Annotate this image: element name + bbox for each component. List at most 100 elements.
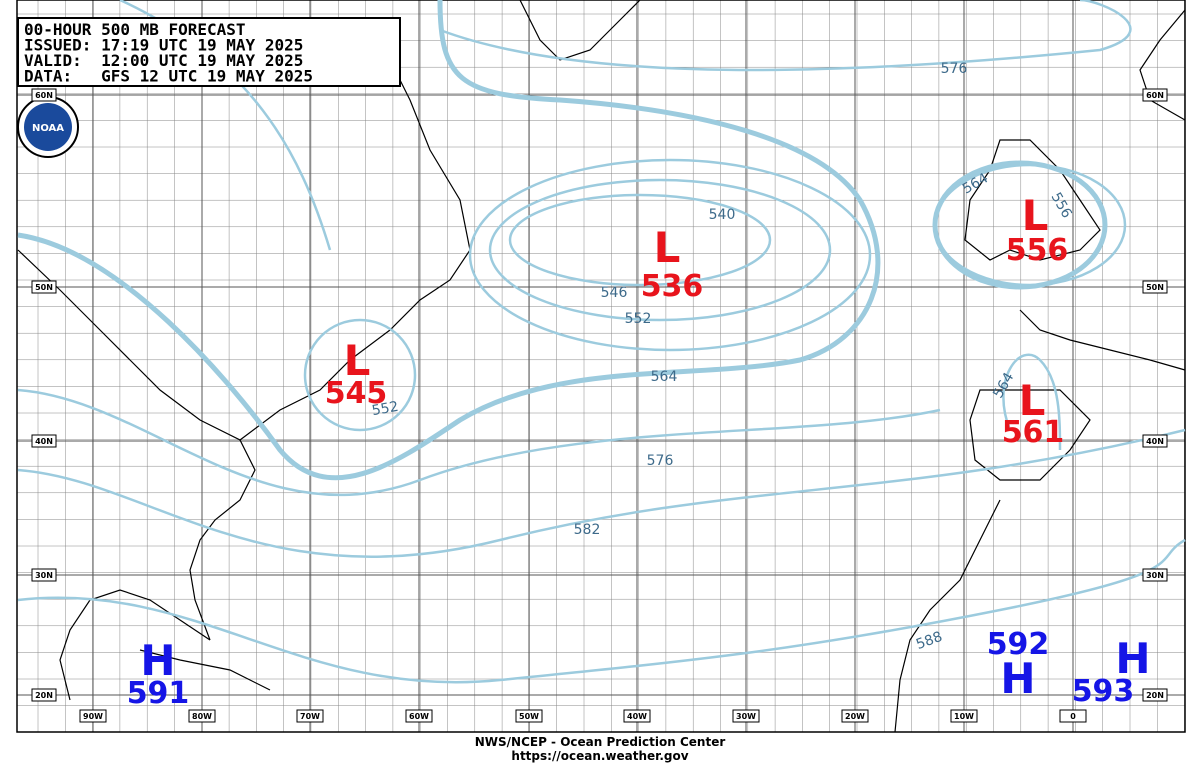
contour-label: 552: [625, 311, 652, 327]
label-box: [1142, 434, 1168, 448]
center-value: 556: [1006, 233, 1069, 268]
labels: 60N 60N 50N 50N 40N 40N 30N 30N 20N 20N 90W 80W 70W 6…: [31, 61, 1168, 723]
label-box: [1142, 688, 1168, 702]
center-value: 592: [987, 627, 1050, 662]
lat-label: 20N: [1146, 691, 1164, 700]
contour: [468, 158, 872, 352]
header-line: VALID: 12:00 UTC 19 MAY 2025: [24, 51, 303, 70]
lat-label: 50N: [35, 283, 53, 292]
center-letter: H: [140, 636, 175, 685]
contour: [1002, 353, 1062, 451]
contour: [17, 388, 941, 497]
coast-france: [1019, 309, 1186, 371]
label-box: [1142, 280, 1168, 294]
coast-iberia: [969, 389, 1091, 481]
coast-greenland: [519, 0, 641, 61]
coast-africa: [894, 499, 1001, 733]
lat-label: 40N: [35, 437, 53, 446]
contour-label: 582: [574, 522, 601, 538]
lon-label: 70W: [300, 712, 320, 721]
lat-label: 30N: [1146, 571, 1164, 580]
lat-label: 60N: [1146, 91, 1164, 100]
lat-label: 40N: [1146, 437, 1164, 446]
label-box: [623, 709, 651, 723]
center-letter: L: [344, 336, 371, 385]
label-box: [405, 709, 433, 723]
lon-label: 50W: [519, 712, 539, 721]
label-box: [188, 709, 216, 723]
logo-text: NOAA: [32, 123, 64, 134]
label-box: [31, 280, 57, 294]
contour: [488, 178, 832, 322]
contour-label: 564: [651, 369, 678, 385]
lon-label: 0: [1070, 712, 1076, 721]
center-letter: L: [654, 223, 681, 272]
contours-thick: [17, 0, 1108, 481]
center-letter: L: [1022, 191, 1049, 240]
contour: [508, 193, 772, 287]
center-value: 561: [1002, 415, 1065, 450]
lon-label: 90W: [83, 712, 103, 721]
footer-line: https://ocean.weather.gov: [511, 749, 688, 763]
center-value: 593: [1072, 674, 1135, 709]
contour-major: [932, 160, 1108, 290]
center-value: 536: [641, 269, 704, 304]
contour: [303, 318, 417, 432]
label-box: [31, 568, 57, 582]
contour: [17, 538, 1186, 684]
lon-label: 30W: [736, 712, 756, 721]
contour-label: 546: [601, 285, 628, 301]
coast-cuba: [139, 649, 271, 691]
lon-label: 60W: [409, 712, 429, 721]
contour-label: 552: [371, 399, 400, 419]
center-letter: H: [1000, 654, 1035, 703]
contour: [439, 0, 1132, 72]
lat-label: 30N: [35, 571, 53, 580]
header-line: DATA: GFS 12 UTC 19 MAY 2025: [24, 67, 313, 86]
label-box: [515, 709, 543, 723]
lon-label: 80W: [192, 712, 212, 721]
label-box: [1142, 88, 1168, 102]
lat-label: 50N: [1146, 283, 1164, 292]
label-box: [31, 88, 57, 102]
logo-inner: [24, 103, 72, 151]
label-box: [1059, 709, 1087, 723]
lat-label: 20N: [35, 691, 53, 700]
header-line: ISSUED: 17:19 UTC 19 MAY 2025: [24, 36, 303, 55]
lon-label: 20W: [845, 712, 865, 721]
contour-major: [17, 0, 881, 481]
header-line: 00-HOUR 500 MB FORECAST: [24, 20, 246, 39]
contour-label: 576: [647, 453, 674, 469]
footer-line: NWS/NCEP - Ocean Prediction Center: [475, 735, 726, 749]
label-box: [950, 709, 978, 723]
label-box: [31, 688, 57, 702]
contour-label: 540: [709, 207, 736, 223]
center-letter: H: [1115, 634, 1150, 683]
lon-label: 40W: [627, 712, 647, 721]
map-border: [16, 0, 1186, 733]
header-box: [17, 17, 401, 87]
label-box: [732, 709, 760, 723]
label-box: [841, 709, 869, 723]
lon-label: 10W: [954, 712, 974, 721]
coastlines: [17, 0, 1186, 733]
coast-canada: [239, 19, 471, 441]
center-letter: L: [1019, 376, 1046, 425]
coast-gulf: [59, 589, 211, 701]
center-value: 545: [325, 376, 388, 411]
grid: [16, 0, 1186, 733]
contour: [17, 428, 1186, 558]
label-box: [1142, 568, 1168, 582]
label-box: [79, 709, 107, 723]
coast-norway: [1139, 9, 1186, 121]
contour-label: 576: [941, 61, 968, 77]
lat-label: 60N: [35, 91, 53, 100]
center-value: 591: [127, 676, 190, 711]
label-box: [31, 434, 57, 448]
label-box: [296, 709, 324, 723]
coast-us: [17, 249, 256, 641]
